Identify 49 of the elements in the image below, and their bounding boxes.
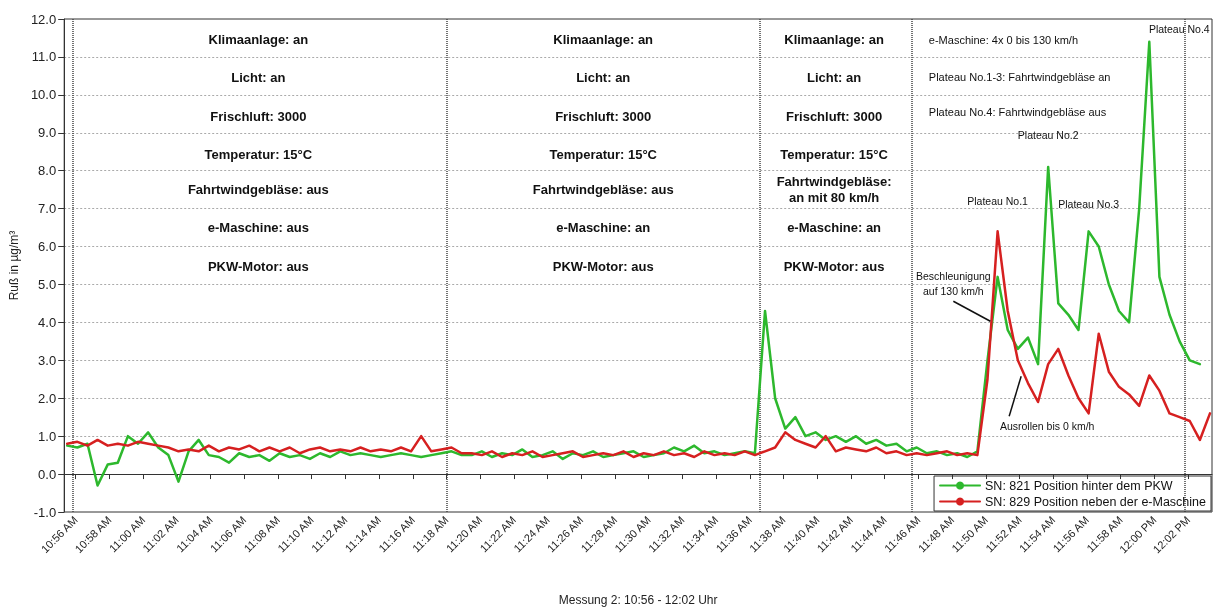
- y-tick-label: 12.0: [30, 11, 57, 27]
- annotation: Ausrollen bis 0 km/h: [999, 420, 1095, 433]
- annotation: Licht: an: [807, 69, 862, 85]
- y-tick-label: 5.0: [38, 276, 57, 292]
- y-axis-title: Ruß in µg/m³: [7, 230, 21, 301]
- annotation: Licht: an: [231, 69, 286, 85]
- annotation: Plateau No.2: [1017, 128, 1079, 141]
- annotation: Fahrtwindgebläse: aus: [187, 182, 329, 198]
- annotation: PKW-Motor: aus: [207, 259, 309, 275]
- annotation: e-Maschine: aus: [207, 220, 309, 236]
- y-tick-label: 7.0: [38, 201, 57, 217]
- annotation: Temperatur: 15°C: [549, 147, 658, 163]
- annotation: Plateau No.1-3: Fahrtwindgebläse an: [928, 71, 1111, 84]
- annotation: PKW-Motor: aus: [552, 259, 654, 275]
- legend-label: SN: 821 Position hinter dem PKW: [985, 478, 1173, 493]
- annotation: Klimaanlage: an: [784, 32, 884, 48]
- annotation: Frischluft: 3000: [210, 109, 307, 125]
- annotation: Beschleunigung auf 130 km/h: [915, 269, 991, 297]
- annotation: Plateau No.1: [967, 195, 1029, 208]
- y-tick-label: 0.0: [38, 466, 57, 482]
- annotation: Plateau No.4: Fahrtwindgebläse aus: [928, 105, 1107, 118]
- y-tick-label: 4.0: [38, 314, 57, 330]
- annotation: Klimaanlage: an: [553, 32, 654, 48]
- legend-label: SN: 829 Position neben der e-Maschine: [985, 494, 1207, 509]
- y-tick-label: 9.0: [38, 125, 57, 141]
- line-series: [65, 230, 1212, 459]
- annotation: Plateau No.4: [1148, 22, 1210, 35]
- annotation: Frischluft: 3000: [786, 109, 883, 125]
- y-tick-label: 1.0: [38, 428, 57, 444]
- annotation: e-Maschine: an: [787, 220, 882, 236]
- y-tick-label: 6.0: [38, 239, 57, 255]
- y-tick-label: -1.0: [33, 504, 57, 520]
- y-tick-label: 11.0: [31, 49, 57, 65]
- x-axis-title: Messung 2: 10:56 - 12:02 Uhr: [558, 593, 718, 607]
- annotation: Licht: an: [576, 69, 631, 85]
- annotation: Klimaanlage: an: [208, 32, 309, 48]
- annotation: Fahrtwindgebläse: aus: [532, 182, 674, 198]
- annotation: PKW-Motor: aus: [783, 259, 885, 275]
- annotation: Fahrtwindgebläse: an mit 80 km/h: [776, 174, 892, 206]
- annotation: Temperatur: 15°C: [204, 147, 313, 163]
- annotation: Frischluft: 3000: [555, 109, 652, 125]
- annotation: Plateau No.3: [1058, 198, 1120, 211]
- annotation: Temperatur: 15°C: [780, 147, 889, 163]
- y-tick-label: 10.0: [30, 87, 57, 103]
- annotation: e-Maschine: an: [556, 220, 651, 236]
- y-tick-label: 3.0: [38, 352, 57, 368]
- y-tick-label: 2.0: [38, 390, 57, 406]
- y-tick-label: 8.0: [38, 163, 57, 179]
- annotation: e-Maschine: 4x 0 bis 130 km/h: [928, 33, 1079, 46]
